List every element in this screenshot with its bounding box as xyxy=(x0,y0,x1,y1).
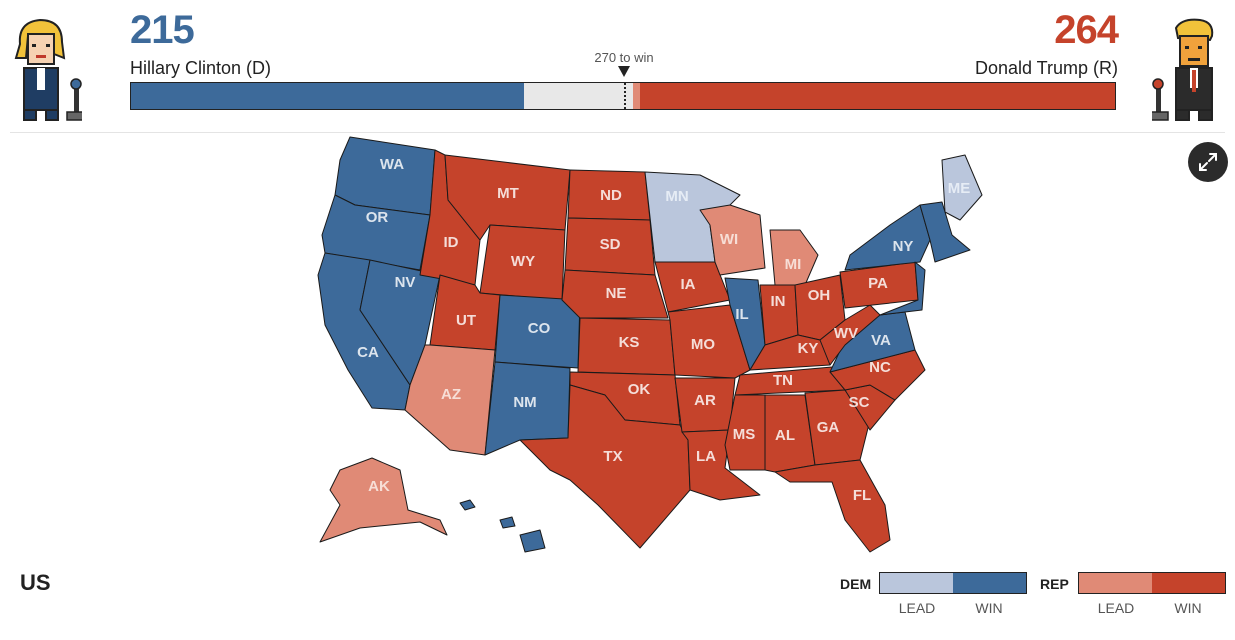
state-tx[interactable] xyxy=(519,384,691,549)
label-nc: NC xyxy=(869,359,891,376)
label-mi: MI xyxy=(785,256,802,273)
hillary-clinton-pixel-icon xyxy=(14,18,86,121)
rep-win-segment xyxy=(639,83,1115,109)
region-label: US xyxy=(20,570,51,595)
state-fl[interactable] xyxy=(774,459,891,553)
legend-dem-win-swatch xyxy=(953,573,1026,593)
label-nd: ND xyxy=(600,187,622,204)
dem-win-segment xyxy=(131,83,524,109)
label-ok: OK xyxy=(628,381,651,398)
fullscreen-button[interactable] xyxy=(1188,142,1228,182)
label-tn: TN xyxy=(773,372,793,389)
label-ms: MS xyxy=(733,426,756,443)
label-wi: WI xyxy=(720,231,738,248)
hillary-clinton-avatar xyxy=(10,14,86,124)
state-ne[interactable] xyxy=(561,269,669,319)
label-ks: KS xyxy=(619,334,640,351)
donald-trump-avatar xyxy=(1149,14,1224,124)
state-labels: WA OR CA NV ID MT WY UT AZ CO NM ND SD N… xyxy=(357,156,970,546)
label-hi: HI xyxy=(477,529,492,546)
dem-candidate-name: Hillary Clinton (D) xyxy=(130,58,272,78)
state-az[interactable] xyxy=(404,344,496,456)
expand-arrows-icon xyxy=(1199,153,1217,171)
legend-rep-lead-label: LEAD xyxy=(1097,600,1135,616)
legend-dem-lead-label: LEAD xyxy=(898,600,936,616)
label-me: ME xyxy=(948,180,971,197)
label-wa: WA xyxy=(380,156,404,173)
label-co: CO xyxy=(528,320,551,337)
legend-dem-win-label: WIN xyxy=(975,600,1003,616)
state-ak[interactable] xyxy=(319,457,448,543)
label-ny: NY xyxy=(893,238,914,255)
legend-rep-lead-swatch xyxy=(1079,573,1152,593)
header-divider xyxy=(10,132,1225,133)
label-pa: PA xyxy=(868,275,888,292)
label-il: IL xyxy=(735,306,748,323)
label-az: AZ xyxy=(441,386,461,403)
legend-rep-swatches xyxy=(1078,572,1226,594)
label-la: LA xyxy=(696,448,716,465)
label-in: IN xyxy=(771,293,786,310)
label-va: VA xyxy=(871,332,891,349)
rep-candidate-name: Donald Trump (R) xyxy=(974,58,1118,78)
label-oh: OH xyxy=(808,287,831,304)
label-sd: SD xyxy=(600,236,621,253)
label-or: OR xyxy=(366,209,389,226)
electoral-progress-bar xyxy=(130,82,1116,110)
label-mo: MO xyxy=(691,336,715,353)
legend-rep-title: REP xyxy=(1040,576,1069,592)
label-ga: GA xyxy=(817,419,840,436)
label-ca: CA xyxy=(357,344,379,361)
legend-dem-swatches xyxy=(879,572,1027,594)
state-me[interactable] xyxy=(941,154,983,221)
legend-dem-title: DEM xyxy=(840,576,872,592)
label-mt: MT xyxy=(497,185,519,202)
label-tx: TX xyxy=(603,448,622,465)
legend-rep-win-swatch xyxy=(1152,573,1225,593)
label-ut: UT xyxy=(456,312,476,329)
state-wi[interactable] xyxy=(699,204,766,276)
label-ne: NE xyxy=(606,285,627,302)
label-ak: AK xyxy=(368,478,390,495)
legend-rep-win-label: WIN xyxy=(1174,600,1202,616)
to-win-marker-icon xyxy=(618,66,630,77)
legend-dem-lead-swatch xyxy=(880,573,953,593)
label-ia: IA xyxy=(681,276,696,293)
label-sc: SC xyxy=(849,394,870,411)
label-al: AL xyxy=(775,427,795,444)
rep-electoral-votes: 264 xyxy=(1054,8,1119,52)
rep-lead-segment xyxy=(632,83,640,109)
label-nv: NV xyxy=(395,274,416,291)
label-id: ID xyxy=(444,234,459,251)
donald-trump-pixel-icon xyxy=(1149,18,1214,121)
state-ny[interactable] xyxy=(844,204,931,271)
threshold-line xyxy=(624,83,627,109)
label-ky: KY xyxy=(798,340,819,357)
state-mid-atlantic[interactable] xyxy=(879,261,926,316)
state-mi[interactable] xyxy=(769,229,819,286)
state-ga[interactable] xyxy=(804,389,871,466)
label-ar: AR xyxy=(694,392,716,409)
label-wy: WY xyxy=(511,253,535,270)
state-ms[interactable] xyxy=(724,394,766,471)
to-win-label: 270 to win xyxy=(594,50,654,65)
state-new-england[interactable] xyxy=(919,201,971,263)
label-wv: WV xyxy=(834,325,858,342)
label-nm: NM xyxy=(513,394,536,411)
label-mn: MN xyxy=(665,188,688,205)
state-hi[interactable] xyxy=(459,499,546,553)
label-fl: FL xyxy=(853,487,871,504)
dem-electoral-votes: 215 xyxy=(130,8,195,52)
